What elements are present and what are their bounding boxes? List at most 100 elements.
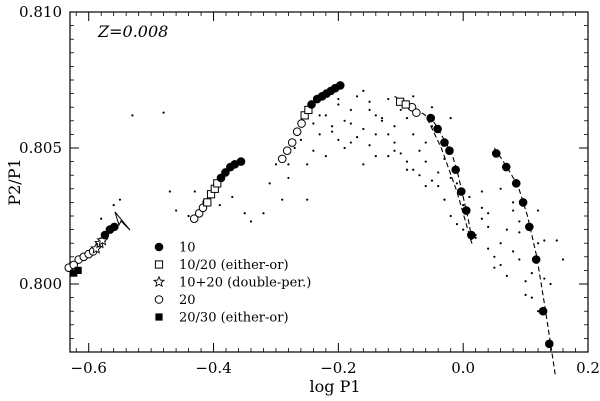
background-point [262,212,265,215]
data-point [525,222,534,232]
background-point [487,225,490,228]
background-point [174,209,178,212]
legend-marker [154,260,164,269]
data-point [426,113,436,123]
data-series [64,81,554,349]
background-point [349,108,352,112]
background-point [505,228,508,231]
data-point [221,168,230,177]
background-point [536,209,540,212]
x-tick-label: −0.4 [195,359,231,377]
background-point [362,89,365,92]
background-point [555,239,558,242]
legend-label: 20/30 (either-or) [179,311,289,326]
background-point [493,266,496,269]
background-point [393,125,396,128]
background-point [312,122,315,125]
background-point [100,217,103,220]
data-point [100,230,110,240]
background-point [437,184,440,188]
background-point [505,274,508,277]
background-point [543,239,546,242]
data-point [307,100,316,109]
background-point [374,114,377,117]
background-point [462,204,465,207]
background-points [100,89,565,313]
background-point [449,116,452,120]
background-point [536,310,540,313]
background-point [524,280,527,283]
background-point [374,155,377,158]
background-point [312,149,315,152]
data-point [433,124,442,134]
background-point [462,228,465,231]
background-point [424,141,427,144]
background-point [355,136,359,139]
data-point [297,119,306,128]
x-tick-label: 0.0 [451,359,475,377]
background-point [380,116,384,120]
legend-marker [154,295,164,304]
background-point [430,106,434,109]
background-point [480,206,484,209]
background-point [499,187,502,190]
legend-label: 10 [179,241,196,256]
data-point [511,179,521,188]
background-point [387,155,390,158]
background-point [162,111,165,114]
data-point [189,214,199,224]
background-point [455,182,459,185]
data-point [518,198,528,207]
background-point [512,201,515,204]
axis-ticks [70,11,589,353]
axis-tick-labels: −0.6 −0.4 −0.2 0.0 0.2 0.800 0.805 0.810 [19,3,600,377]
legend-label: 10+20 (double-per.) [179,276,311,291]
background-point [368,144,371,147]
background-point [349,141,352,144]
data-point [462,206,471,215]
legend-marker [155,313,163,321]
background-point [499,242,502,245]
y-axis-label: P2/P1 [5,158,24,205]
background-point [405,160,409,163]
background-point [168,190,171,193]
background-point [536,242,540,245]
background-point [512,250,515,253]
background-point [424,160,427,163]
data-point [277,154,287,164]
background-point [368,100,371,103]
background-point [487,247,490,250]
background-point [187,214,190,218]
data-point [401,100,410,109]
background-point [399,152,402,155]
data-point [110,222,119,232]
background-point [412,133,415,136]
background-point [318,114,321,117]
background-point [331,125,334,128]
background-point [487,212,490,215]
background-point [493,255,496,258]
background-point [443,198,446,201]
data-point [440,138,449,147]
series-4 [70,266,82,277]
background-point [424,184,427,188]
series-2 [90,234,109,254]
background-point [455,223,459,226]
background-point [518,258,521,261]
background-point [337,97,340,101]
background-point [118,198,122,201]
background-point [412,168,415,171]
background-point [530,272,533,275]
plot-frame [69,11,589,353]
background-point [512,209,515,212]
background-point [499,263,502,267]
background-point [405,116,409,120]
background-point [249,220,253,223]
legend-marker [154,242,164,252]
series-1 [203,97,410,207]
background-point [387,133,390,136]
arrow-indicator [114,211,131,231]
background-point [480,190,484,193]
data-point [74,266,82,274]
